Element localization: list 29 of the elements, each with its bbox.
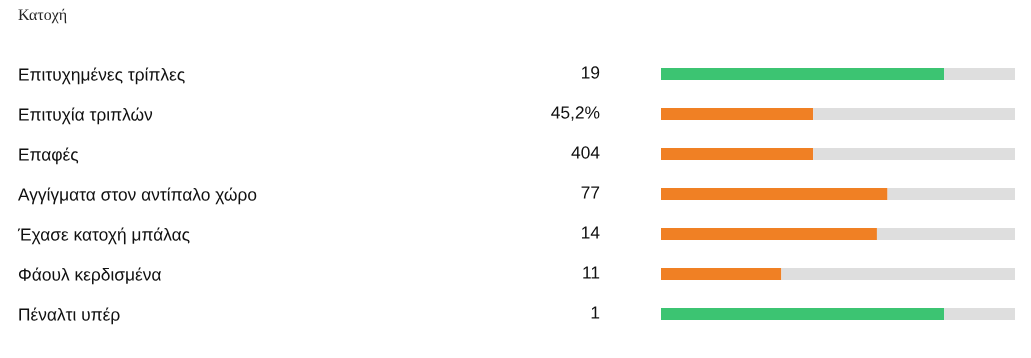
text: 45,2% [551,106,600,121]
y-tick-label: Αγγίγματα στον αντίπαλο χώρο [17,187,257,205]
y-tick-label: Επιτυχία τριπλών [19,107,153,125]
text: 11 [583,266,600,279]
text: 404 [571,146,600,159]
text: 19 [582,66,600,79]
bar [944,68,1015,80]
bar [661,308,945,320]
text: 77 [581,186,600,199]
y-tick-label: Επιτυχημένες τρίπλες [19,67,185,85]
text: 14 [582,226,600,239]
bar [887,188,1015,200]
y-tick-label: Φάουλ κερδισμένα [18,267,161,285]
y-tick-label: Έχασε κατοχή μπάλας [17,227,190,245]
bar [661,68,945,80]
text: Κατοχή [18,8,67,24]
bar [661,188,888,200]
bar [813,108,1015,120]
text: 1 [591,306,600,319]
bar [781,268,1015,280]
bar [661,108,814,120]
bar [813,148,1015,160]
bar [944,308,1015,320]
y-tick-label: Επαφές [19,147,79,165]
bar [661,268,782,280]
bar [876,228,1015,240]
y-tick-label: Πέναλτι υπέρ [19,307,120,325]
bar [661,148,814,160]
bar [661,228,877,240]
